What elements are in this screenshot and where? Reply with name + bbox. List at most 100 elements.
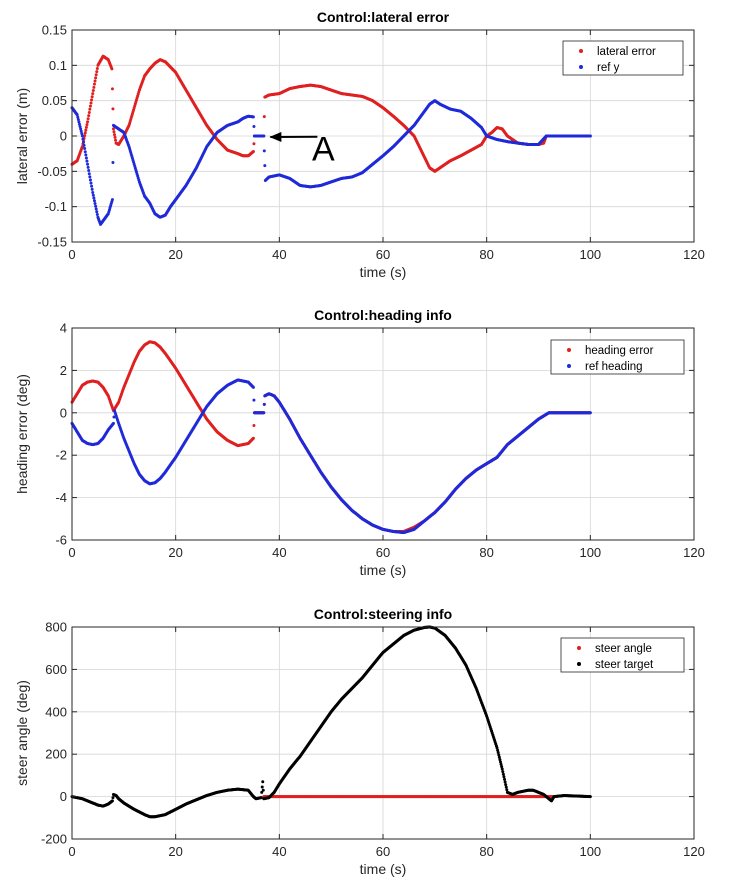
- y-tick-label: 4: [60, 321, 67, 336]
- data-point: [88, 104, 92, 108]
- y-tick-label: 200: [45, 747, 67, 762]
- legend-label: steer target: [595, 659, 654, 671]
- data-point: [95, 66, 99, 70]
- y-tick-label: -0.05: [37, 164, 67, 179]
- data-point: [88, 178, 92, 182]
- legend-marker: [567, 348, 571, 352]
- data-point: [84, 153, 88, 157]
- data-point: [82, 140, 86, 144]
- data-point: [85, 159, 89, 163]
- data-point: [80, 134, 84, 138]
- data-point: [251, 436, 255, 440]
- data-point: [80, 132, 84, 136]
- y-axis-label: steer angle (deg): [14, 680, 30, 786]
- data-point: [87, 110, 91, 114]
- x-tick-label: 60: [376, 545, 390, 560]
- data-point: [94, 204, 98, 208]
- y-tick-label: 0.1: [49, 58, 67, 73]
- data-point: [260, 785, 264, 789]
- data-point: [83, 150, 87, 154]
- data-point: [90, 187, 94, 191]
- legend-label: steer angle: [595, 643, 652, 655]
- data-point: [93, 79, 97, 83]
- x-tick-label: 80: [479, 844, 493, 859]
- y-tick-label: 2: [60, 363, 67, 378]
- y-tick-label: 600: [45, 662, 67, 677]
- legend-marker: [579, 49, 583, 53]
- data-point: [251, 385, 255, 389]
- data-point: [262, 402, 266, 406]
- data-point: [76, 115, 80, 119]
- x-tick-label: 100: [579, 545, 601, 560]
- data-point: [500, 767, 504, 771]
- data-point: [84, 125, 88, 129]
- data-point: [94, 207, 98, 211]
- data-point: [92, 196, 96, 200]
- x-axis-label: time (s): [360, 264, 407, 280]
- data-point: [90, 184, 94, 188]
- y-tick-label: -200: [41, 832, 67, 847]
- data-point: [111, 127, 115, 131]
- x-tick-label: 40: [272, 545, 286, 560]
- data-point: [111, 421, 115, 425]
- data-point: [251, 115, 255, 119]
- data-point: [95, 213, 99, 217]
- data-point: [262, 149, 266, 153]
- annotation-label: A: [312, 131, 335, 169]
- data-point: [93, 202, 97, 206]
- data-point: [262, 134, 266, 138]
- x-tick-label: 120: [683, 545, 705, 560]
- data-point: [82, 143, 86, 147]
- data-point: [110, 799, 114, 803]
- data-point: [88, 107, 92, 111]
- data-point: [91, 92, 95, 96]
- y-tick-label: -4: [55, 490, 67, 505]
- series-ref-heading: [70, 378, 592, 535]
- x-axis-label: time (s): [360, 861, 407, 877]
- data-point: [588, 795, 592, 799]
- data-point: [111, 161, 115, 164]
- data-point: [252, 398, 256, 402]
- chart-title: Control:lateral error: [317, 9, 450, 25]
- x-tick-label: 0: [68, 545, 75, 560]
- series-ref-y: [70, 99, 592, 226]
- data-point: [83, 147, 87, 151]
- data-point: [84, 128, 88, 132]
- legend: steer angle steer target: [560, 637, 685, 673]
- legend-marker: [579, 65, 583, 69]
- y-tick-label: 0: [60, 405, 67, 420]
- data-point: [92, 82, 96, 86]
- data-point: [92, 199, 96, 203]
- subplot-1: 0 20 40 60 80 100 120-0.15-0.1-0.0500.050.10.1…: [14, 9, 705, 280]
- data-point: [83, 134, 87, 138]
- data-point: [92, 85, 96, 89]
- data-point: [588, 411, 592, 415]
- data-point: [77, 122, 81, 126]
- y-tick-label: 400: [45, 704, 67, 719]
- data-point: [79, 129, 83, 133]
- data-point: [95, 210, 99, 214]
- data-point: [86, 162, 90, 166]
- data-point: [77, 120, 81, 124]
- y-tick-label: 0: [60, 789, 67, 804]
- legend-marker: [577, 662, 581, 666]
- data-point: [91, 88, 95, 92]
- data-point: [89, 101, 93, 105]
- data-point: [85, 123, 89, 127]
- data-point: [261, 780, 265, 784]
- data-point: [94, 76, 98, 80]
- data-point: [90, 98, 94, 102]
- x-tick-label: 60: [376, 247, 390, 262]
- data-point: [84, 156, 88, 160]
- y-tick-label: 0.15: [42, 23, 67, 38]
- x-tick-label: 20: [168, 545, 182, 560]
- y-axis-label: lateral error (m): [14, 88, 30, 184]
- data-point: [86, 117, 90, 121]
- chart-title: Control:steering info: [314, 606, 452, 622]
- data-point: [263, 164, 267, 168]
- data-point: [113, 133, 116, 137]
- data-point: [252, 124, 256, 128]
- subplot-2: 0 20 40 60 80 100 120-6-4-2024Control:heading …: [14, 307, 705, 578]
- y-tick-label: -2: [55, 448, 67, 463]
